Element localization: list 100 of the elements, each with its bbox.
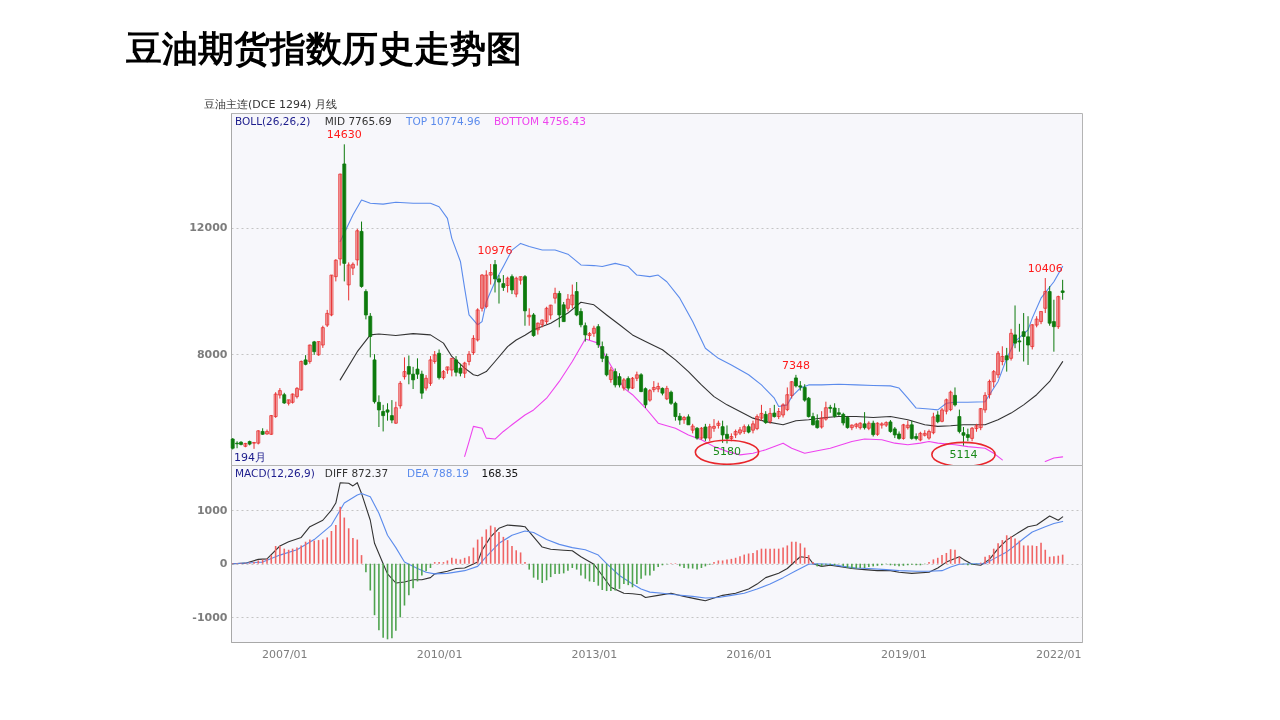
candlestick: [419, 370, 424, 400]
candlestick: [432, 350, 437, 365]
candlestick: [630, 376, 635, 390]
candlestick: [355, 228, 360, 267]
candlestick: [987, 379, 992, 400]
candlestick: [742, 423, 747, 435]
line-series: [339, 199, 1064, 411]
candlestick: [252, 441, 256, 450]
candlestick: [738, 426, 742, 436]
line-series: [464, 338, 1003, 461]
candlestick: [570, 284, 575, 309]
candlestick: [978, 407, 983, 431]
candlestick: [647, 388, 652, 403]
candlestick: [1000, 345, 1005, 366]
text: TOP 10774.96: [404, 115, 481, 127]
text: DEA 788.19: [407, 467, 470, 479]
candlestick: [879, 421, 884, 430]
candlestick: [548, 304, 553, 320]
candlestick: [634, 371, 639, 382]
candlestick: [751, 420, 755, 434]
candlestick: [651, 380, 656, 393]
candlestick: [480, 273, 484, 312]
candlestick: [927, 429, 931, 441]
legend-title: MACD(12,26,9): [235, 467, 315, 479]
candlestick: [664, 385, 669, 401]
candlestick: [1034, 315, 1039, 328]
candlestick: [338, 173, 343, 267]
candlestick: [269, 414, 274, 436]
candlestick: [592, 325, 596, 338]
x-tick-label: 2010/01: [416, 647, 463, 661]
candlestick: [535, 322, 540, 336]
candlestick: [940, 407, 944, 423]
candlestick: [518, 276, 523, 286]
legend-title: BOLL(26,26,2): [235, 115, 311, 127]
candlestick: [996, 350, 1000, 379]
candlestick: [965, 428, 970, 442]
candlestick: [909, 420, 914, 441]
candlestick: [974, 423, 979, 433]
candlestick: [849, 423, 854, 431]
candlestick: [789, 380, 794, 400]
candlestick: [445, 366, 450, 375]
candlestick: [1004, 347, 1009, 373]
candlestick: [755, 413, 759, 431]
candlestick: [983, 391, 987, 414]
candlestick: [712, 418, 716, 433]
candlestick: [776, 407, 781, 420]
candlestick: [406, 354, 411, 385]
candlestick: [449, 357, 454, 377]
candlestick: [587, 331, 592, 341]
y-tick-label: 0: [219, 557, 228, 571]
x-tick-label: 2013/01: [571, 647, 618, 661]
candlestick: [931, 412, 936, 435]
candlestick: [265, 429, 269, 436]
candlestick: [759, 404, 764, 422]
candlestick: [1030, 323, 1035, 350]
candlestick: [527, 307, 532, 327]
candlestick: [566, 293, 570, 312]
candlestick: [884, 420, 889, 428]
y-tick-label: -1000: [192, 610, 228, 624]
candlestick: [991, 369, 996, 388]
candlestick: [488, 263, 493, 286]
candlestick: [544, 306, 549, 325]
candlestick: [918, 431, 923, 442]
candlestick: [656, 382, 661, 393]
candlestick: [1039, 310, 1043, 325]
candlestick: [1043, 277, 1048, 314]
candlestick: [901, 423, 906, 441]
candlestick: [402, 356, 407, 381]
candlestick: [621, 377, 626, 392]
candlestick: [510, 273, 514, 295]
x-tick-label: 2019/01: [881, 647, 927, 661]
candlestick: [505, 276, 510, 293]
candlestick: [768, 407, 772, 425]
y-tick-label: 8000: [196, 347, 228, 361]
series-label: DIFF 872.37: [324, 467, 389, 479]
text: BOTTOM 4756.43: [493, 115, 586, 127]
candlestick: [922, 429, 927, 438]
candlestick: [858, 421, 863, 431]
candlestick: [948, 390, 953, 412]
candlestick: [716, 420, 721, 430]
candlestick: [320, 325, 325, 349]
candlestick: [329, 274, 334, 317]
candlestick: [553, 287, 557, 305]
candlestick: [905, 420, 910, 431]
y-tick-label: 12000: [189, 221, 228, 235]
candlestick: [875, 421, 880, 437]
annotation: 7348: [781, 358, 810, 372]
candlestick: [299, 360, 304, 392]
candlestick: [333, 258, 338, 282]
candlestick: [1009, 328, 1013, 362]
candlestick: [514, 276, 519, 298]
candlestick: [462, 361, 467, 379]
candlestick: [243, 442, 248, 448]
x-tick-label: 2007/01: [261, 647, 308, 661]
candlestick: [540, 318, 545, 328]
annotation: 194月: [234, 451, 266, 464]
candlestick: [944, 398, 949, 415]
candlestick: [531, 312, 536, 338]
candlestick: [1021, 312, 1026, 362]
x-tick-label: 2016/01: [726, 647, 772, 661]
